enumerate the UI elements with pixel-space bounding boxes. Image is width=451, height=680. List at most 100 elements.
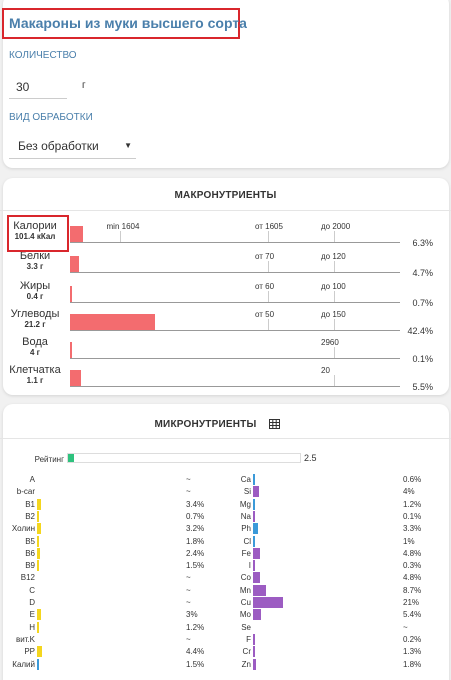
macro-name: Жиры xyxy=(19,280,51,292)
micro-row: D ~ Cu 21% xyxy=(0,597,451,609)
mineral-value: 0.2% xyxy=(403,634,422,644)
micro-row: B12 ~ Co 4.8% xyxy=(0,572,451,584)
micro-row: B9 1.5% I 0.3% xyxy=(0,560,451,572)
macro-amount: 1.1 г xyxy=(26,376,44,385)
macronutrients-title: МАКРОНУТРИЕНТЫ xyxy=(174,190,277,201)
mineral-bar xyxy=(253,474,255,485)
mineral-value: ~ xyxy=(403,622,408,632)
vitamin-value: 1.5% xyxy=(186,659,205,669)
micro-row: PP 4.4% Cr 1.3% xyxy=(0,646,451,658)
vitamin-bar xyxy=(37,510,39,522)
macro-tick-label: до 120 xyxy=(321,252,346,261)
mineral-value: 8.7% xyxy=(403,585,422,595)
mineral-bar xyxy=(253,658,256,670)
vitamin-name: PP xyxy=(24,647,35,657)
vitamin-value: 0.7% xyxy=(186,511,205,521)
macro-axis xyxy=(70,358,400,359)
macro-name: Калории xyxy=(13,220,57,232)
micro-row: b-car ~ Si 4% xyxy=(0,486,451,498)
processing-label: ВИД ОБРАБОТКИ xyxy=(9,112,93,123)
mineral-name: Ph xyxy=(241,524,251,534)
vitamin-name: B2 xyxy=(25,511,35,521)
macro-bar xyxy=(70,226,83,242)
macro-bar xyxy=(70,342,72,358)
macro-divider xyxy=(0,210,451,211)
vitamin-name: Холин xyxy=(11,524,35,534)
macro-axis xyxy=(70,272,400,273)
mineral-value: 21% xyxy=(403,598,420,607)
vitamin-bar xyxy=(37,609,41,621)
processing-select[interactable]: Без обработки ▼ xyxy=(9,134,136,159)
macro-tick-label: min 1604 xyxy=(106,222,140,231)
rating-fill xyxy=(68,454,74,462)
micro-row: B6 2.4% Fe 4.8% xyxy=(0,547,451,560)
micronutrients-title-text: МИКРОНУТРИЕНТЫ xyxy=(154,419,257,430)
mineral-bar xyxy=(253,535,255,547)
macro-tick-line xyxy=(268,291,269,302)
vitamin-value: 4.4% xyxy=(186,647,205,657)
macro-tick-line xyxy=(268,231,269,242)
vitamin-bar xyxy=(37,498,42,510)
vitamin-name: D xyxy=(29,598,35,607)
vitamin-bar xyxy=(37,523,41,535)
mineral-name: Si xyxy=(243,487,251,497)
macro-tick-line xyxy=(268,261,269,272)
macro-row: Жиры 0.4 г от 60 до 100 0.7% xyxy=(0,280,446,310)
vitamin-name: C xyxy=(29,585,35,595)
micro-row: вит.K ~ F 0.2% xyxy=(0,633,451,646)
mineral-name: Fe xyxy=(241,548,251,558)
macro-row: Углеводы 21.2 г от 50 до 150 42.4% xyxy=(0,308,446,338)
macro-tick-label: от 50 xyxy=(255,310,275,319)
micro-row: B2 0.7% Na 0.1% xyxy=(0,510,451,523)
vitamin-name: H xyxy=(29,622,35,632)
mineral-bar xyxy=(253,597,284,608)
mineral-value: 0.3% xyxy=(403,561,422,571)
macro-tick-line xyxy=(334,261,335,272)
micro-row: Калий 1.5% Zn 1.8% xyxy=(0,658,451,671)
mineral-value: 1.2% xyxy=(403,499,422,509)
vitamin-name: b-car xyxy=(16,487,35,497)
vitamin-value: 1.5% xyxy=(186,561,205,571)
vitamin-name: Калий xyxy=(12,659,35,669)
mineral-value: 1.3% xyxy=(403,647,422,657)
vitamin-name: B5 xyxy=(25,536,35,546)
macro-tick-line xyxy=(334,375,335,386)
macro-bar xyxy=(70,286,72,302)
macro-percent: 5.5% xyxy=(412,382,433,392)
product-title: Макароны из муки высшего сорта xyxy=(9,15,247,31)
macro-tick-line xyxy=(119,231,121,242)
macro-percent: 0.7% xyxy=(412,298,433,308)
macro-percent: 42.4% xyxy=(407,326,433,336)
macro-name: Углеводы xyxy=(10,308,60,320)
macro-percent: 4.7% xyxy=(412,268,433,278)
macro-tick-label: до 2000 xyxy=(321,222,351,231)
mineral-value: 3.3% xyxy=(403,524,422,534)
vitamin-value: 1.2% xyxy=(186,622,205,632)
mineral-name: Cr xyxy=(242,647,251,657)
vitamin-bar xyxy=(37,547,40,559)
mineral-bar xyxy=(253,560,255,572)
table-icon[interactable] xyxy=(269,419,281,432)
macro-tick-label: 20 xyxy=(321,366,330,375)
macro-bar xyxy=(70,370,81,386)
macro-row: Вода 4 г 2960 0.1% xyxy=(0,336,446,366)
macro-axis xyxy=(70,330,400,331)
micronutrients-card xyxy=(3,404,449,680)
vitamin-name: B1 xyxy=(25,499,35,509)
vitamin-value: ~ xyxy=(186,634,191,644)
mineral-value: 0.6% xyxy=(403,475,422,484)
micro-divider xyxy=(0,438,451,439)
mineral-value: 4.8% xyxy=(403,548,422,558)
micro-row: C ~ Mn 8.7% xyxy=(0,584,451,597)
macro-tick-label: от 60 xyxy=(255,282,275,291)
quantity-unit: г xyxy=(82,80,86,91)
mineral-name: Na xyxy=(240,511,251,521)
quantity-input[interactable] xyxy=(9,75,67,99)
macro-tick-label: от 70 xyxy=(255,252,275,261)
vitamin-name: A xyxy=(29,475,35,484)
mineral-value: 4% xyxy=(403,487,415,497)
macro-percent: 6.3% xyxy=(412,238,433,248)
mineral-name: Se xyxy=(241,622,251,632)
micro-row: E 3% Mo 5.4% xyxy=(0,609,451,621)
macro-name: Белки xyxy=(19,250,51,262)
